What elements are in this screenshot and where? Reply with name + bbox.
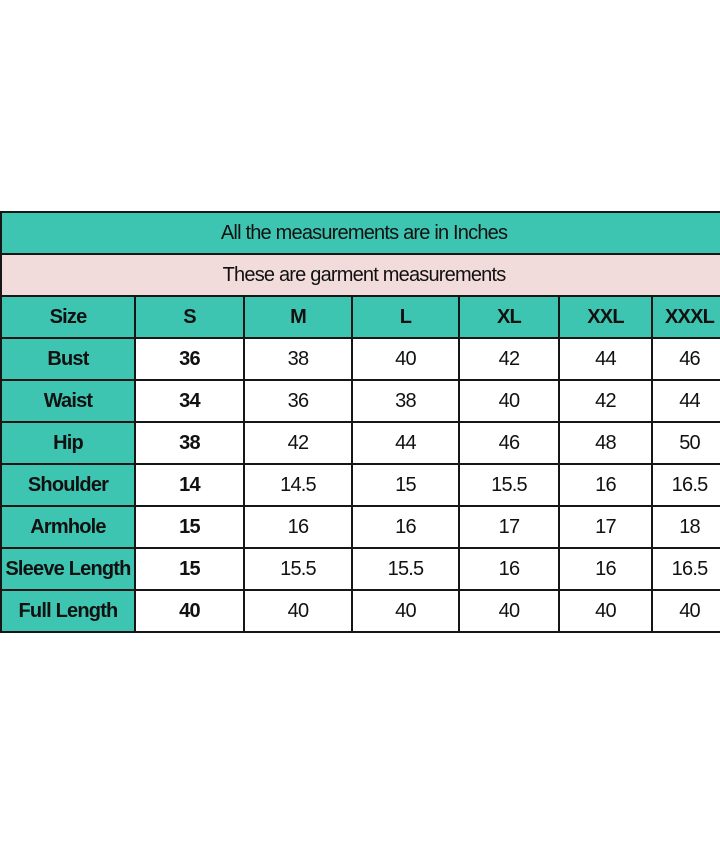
cell: 46	[650, 337, 720, 381]
cell: 18	[650, 505, 720, 549]
cell: 40	[650, 589, 720, 633]
cell: 16	[351, 505, 460, 549]
cell: 40	[351, 589, 460, 633]
header-cell: XXXL	[650, 295, 720, 339]
cell: 40	[134, 589, 245, 633]
row-label: Waist	[0, 379, 136, 423]
header-cell: M	[243, 295, 353, 339]
data-row: Bust 36 38 40 42 44 46	[0, 337, 720, 381]
cell: 17	[558, 505, 653, 549]
cell: 15.5	[458, 463, 560, 507]
cell: 16	[558, 547, 653, 591]
row-label: Armhole	[0, 505, 136, 549]
subtitle: These are garment measurements	[0, 253, 720, 297]
header-row: Size S M L XL XXL XXXL	[0, 295, 720, 339]
cell: 16	[558, 463, 653, 507]
row-label: Sleeve Length	[0, 547, 136, 591]
cell: 40	[243, 589, 353, 633]
data-row: Waist 34 36 38 40 42 44	[0, 379, 720, 423]
row-label: Bust	[0, 337, 136, 381]
table-body: All the measurements are in Inches These…	[0, 211, 720, 633]
cell: 15	[134, 505, 245, 549]
row-label: Full Length	[0, 589, 136, 633]
header-cell: XXL	[558, 295, 653, 339]
cell: 15.5	[243, 547, 353, 591]
title: All the measurements are in Inches	[0, 211, 720, 255]
cell: 38	[134, 421, 245, 465]
cell: 46	[458, 421, 560, 465]
cell: 42	[458, 337, 560, 381]
cell: 36	[243, 379, 353, 423]
cell: 15	[134, 547, 245, 591]
cell: 44	[558, 337, 653, 381]
size-chart: All the measurements are in Inches These…	[0, 211, 720, 633]
cell: 16.5	[650, 463, 720, 507]
header-cell: S	[134, 295, 245, 339]
cell: 16	[243, 505, 353, 549]
header-cell: Size	[0, 295, 136, 339]
cell: 48	[558, 421, 653, 465]
cell: 16.5	[650, 547, 720, 591]
cell: 38	[351, 379, 460, 423]
cell: 38	[243, 337, 353, 381]
cell: 40	[351, 337, 460, 381]
row-label: Shoulder	[0, 463, 136, 507]
cell: 14.5	[243, 463, 353, 507]
cell: 34	[134, 379, 245, 423]
data-row: Sleeve Length 15 15.5 15.5 16 16 16.5	[0, 547, 720, 591]
data-row: Full Length 40 40 40 40 40 40	[0, 589, 720, 633]
cell: 36	[134, 337, 245, 381]
data-row: Armhole 15 16 16 17 17 18	[0, 505, 720, 549]
cell: 15	[351, 463, 460, 507]
cell: 40	[458, 379, 560, 423]
row-label: Hip	[0, 421, 136, 465]
cell: 16	[458, 547, 560, 591]
cell: 40	[558, 589, 653, 633]
data-row: Shoulder 14 14.5 15 15.5 16 16.5	[0, 463, 720, 507]
cell: 50	[650, 421, 720, 465]
cell: 14	[134, 463, 245, 507]
cell: 40	[458, 589, 560, 633]
subtitle-row: These are garment measurements	[0, 253, 720, 297]
header-cell: L	[351, 295, 460, 339]
cell: 42	[243, 421, 353, 465]
cell: 17	[458, 505, 560, 549]
cell: 15.5	[351, 547, 460, 591]
cell: 42	[558, 379, 653, 423]
cell: 44	[351, 421, 460, 465]
header-cell: XL	[458, 295, 560, 339]
title-row: All the measurements are in Inches	[0, 211, 720, 255]
cell: 44	[650, 379, 720, 423]
data-row: Hip 38 42 44 46 48 50	[0, 421, 720, 465]
